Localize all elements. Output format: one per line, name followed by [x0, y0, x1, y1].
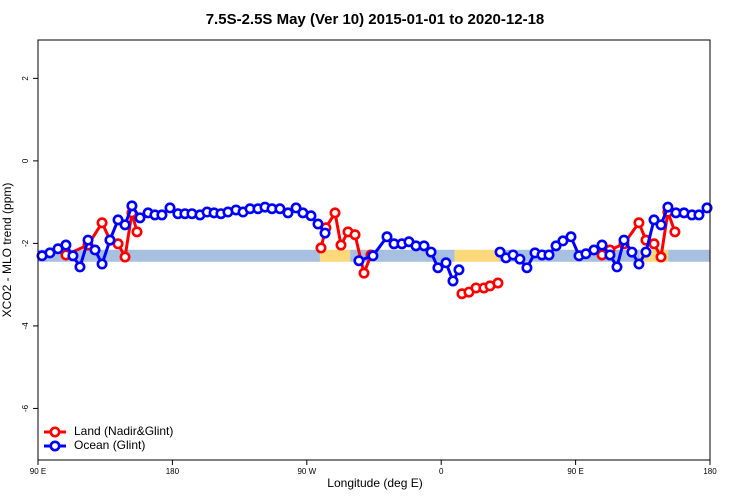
series-point — [633, 258, 645, 270]
x-tick-label: 180 — [703, 467, 717, 476]
series-point — [134, 212, 146, 224]
series-point — [74, 261, 86, 273]
series-point — [358, 267, 370, 279]
series-point — [440, 257, 452, 269]
band-segment — [38, 249, 320, 262]
y-tick-label: 0 — [21, 158, 30, 163]
y-tick-label: 2 — [21, 76, 30, 81]
x-tick-label: 90 E — [567, 467, 583, 476]
series-point — [96, 258, 108, 270]
series-point — [282, 207, 294, 219]
series-point — [104, 234, 116, 246]
series-point — [492, 277, 504, 289]
series-layer — [36, 200, 713, 300]
legend-marker — [49, 426, 61, 438]
series-point — [633, 217, 645, 229]
x-axis-label: Longitude (deg E) — [327, 476, 422, 490]
series-point — [335, 239, 347, 251]
series-point — [701, 202, 713, 214]
series-point — [655, 219, 667, 231]
series-point — [669, 226, 681, 238]
series-point — [626, 246, 638, 258]
y-tick-label: -6 — [21, 404, 30, 412]
series-point — [164, 202, 176, 214]
series-point — [67, 250, 79, 262]
series-point — [290, 202, 302, 214]
series-point — [82, 234, 94, 246]
series-point — [89, 244, 101, 256]
series-point — [655, 251, 667, 263]
series-point — [60, 239, 72, 251]
series-point — [521, 262, 533, 274]
legend-label: Land (Nadir&Glint) — [74, 424, 173, 438]
band-segment — [454, 249, 500, 262]
series-point — [381, 231, 393, 243]
series-point — [319, 227, 331, 239]
chart-title: 7.5S-2.5S May (Ver 10) 2015-01-01 to 202… — [206, 11, 545, 28]
x-tick-label: 180 — [166, 467, 180, 476]
series-point — [96, 217, 108, 229]
series-point — [550, 240, 562, 252]
series-point — [112, 214, 124, 226]
series-point — [119, 251, 131, 263]
series-point — [640, 246, 652, 258]
series-point — [557, 235, 569, 247]
series-point — [44, 247, 56, 259]
series-point — [611, 261, 623, 273]
series-point — [543, 249, 555, 261]
series-point — [156, 209, 168, 221]
series-point — [604, 249, 616, 261]
series-point — [648, 214, 660, 226]
legend: Land (Nadir&Glint)Ocean (Glint) — [44, 424, 173, 452]
series-point — [425, 246, 437, 258]
series-point — [119, 219, 131, 231]
series-point — [693, 209, 705, 221]
series-point — [349, 229, 361, 241]
series-point — [588, 244, 600, 256]
series-point — [305, 210, 317, 222]
series-point — [596, 239, 608, 251]
series-point — [618, 234, 630, 246]
series-point — [274, 203, 286, 215]
series-point — [514, 253, 526, 265]
series-point — [126, 200, 138, 212]
series-point — [131, 226, 143, 238]
band-segment — [319, 249, 351, 262]
series-point — [315, 242, 327, 254]
series-point — [447, 275, 459, 287]
x-tick-label: 90 W — [297, 467, 316, 476]
series-point — [453, 264, 465, 276]
series-point — [432, 262, 444, 274]
y-axis-label: XCO2 - MLO trend (ppm) — [0, 183, 14, 318]
x-tick-label: 90 E — [30, 467, 46, 476]
series-point — [418, 240, 430, 252]
series-point — [312, 218, 324, 230]
y-tick-label: -2 — [21, 239, 30, 247]
plot-frame — [37, 39, 711, 461]
series-point — [329, 207, 341, 219]
series-point — [367, 250, 379, 262]
series-point — [353, 255, 365, 267]
series-point — [565, 231, 577, 243]
series-point — [662, 201, 674, 213]
y-tick-label: -4 — [21, 322, 30, 330]
x-tick-label: 0 — [439, 467, 444, 476]
legend-label: Ocean (Glint) — [74, 438, 145, 452]
legend-marker — [49, 440, 61, 452]
band-segment — [668, 249, 710, 262]
series-point — [648, 238, 660, 250]
axes-layer: 90 E 180 90 W 0 90 E 180 2 0 -2 -4 -6 — [21, 39, 717, 476]
